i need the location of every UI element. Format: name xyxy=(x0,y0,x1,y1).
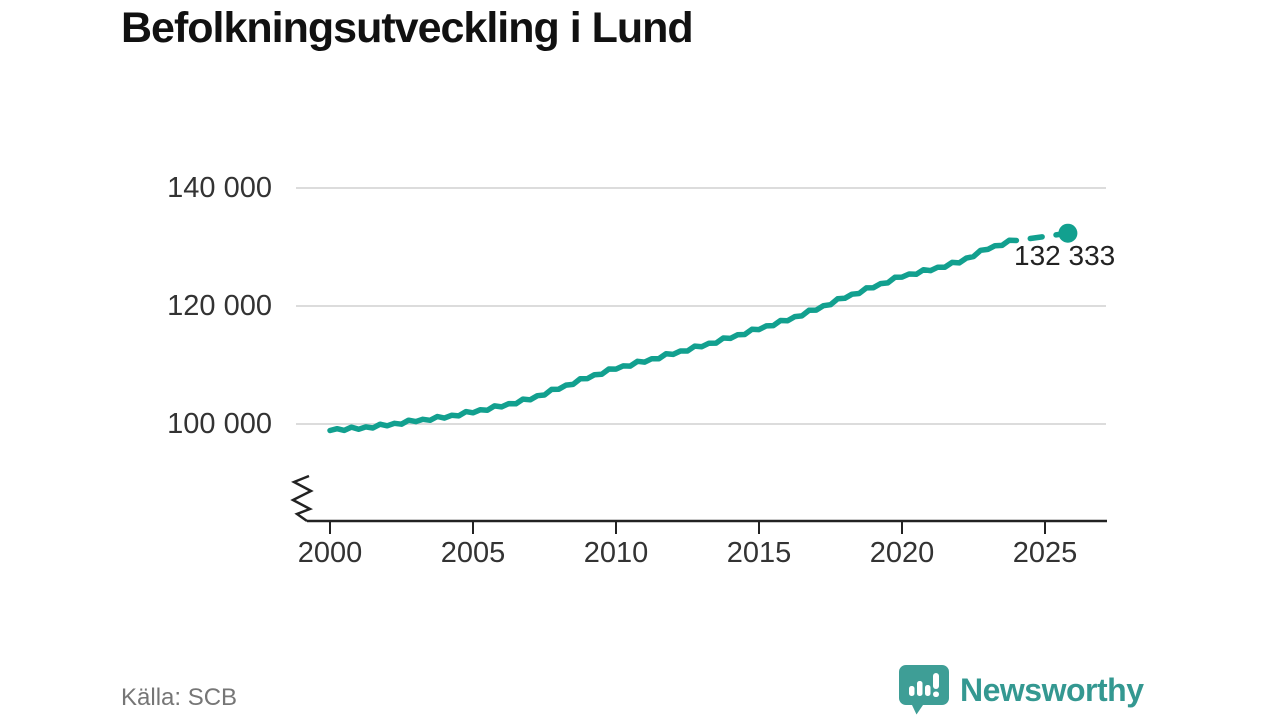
x-axis-label-2015: 2015 xyxy=(726,537,792,569)
bar-3 xyxy=(925,685,931,696)
exclamation-bar xyxy=(933,673,939,689)
x-axis-label-2005: 2005 xyxy=(440,537,506,569)
speech-bubble-shape xyxy=(899,665,949,715)
projection-end-dot xyxy=(1058,223,1078,243)
x-axis-label-2000: 2000 xyxy=(297,537,363,569)
exclamation-dot xyxy=(933,691,939,697)
y-axis-label-100000: 100 000 xyxy=(167,408,272,440)
page-title: Befolkningsutveckling i Lund xyxy=(121,4,694,52)
latest-value-annotation: 132 333 xyxy=(1014,240,1116,271)
population-line xyxy=(327,237,1020,434)
x-axis-label-2010: 2010 xyxy=(583,537,649,569)
y-axis-break-zigzag xyxy=(290,474,314,523)
bar-2 xyxy=(917,681,923,696)
newsworthy-speech-bubble-bar-chart-icon xyxy=(899,665,949,715)
y-axis-label-140000: 140 000 xyxy=(167,172,272,204)
newsworthy-wordmark: Newsworthy xyxy=(960,672,1144,708)
source-note: Källa: SCB xyxy=(121,684,238,711)
x-axis-label-2020: 2020 xyxy=(869,537,935,569)
bar-1 xyxy=(909,686,915,696)
y-axis-label-120000: 120 000 xyxy=(167,290,272,322)
newsworthy-logo: Newsworthy xyxy=(897,664,1144,716)
x-axis-label-2025: 2025 xyxy=(1012,537,1078,569)
